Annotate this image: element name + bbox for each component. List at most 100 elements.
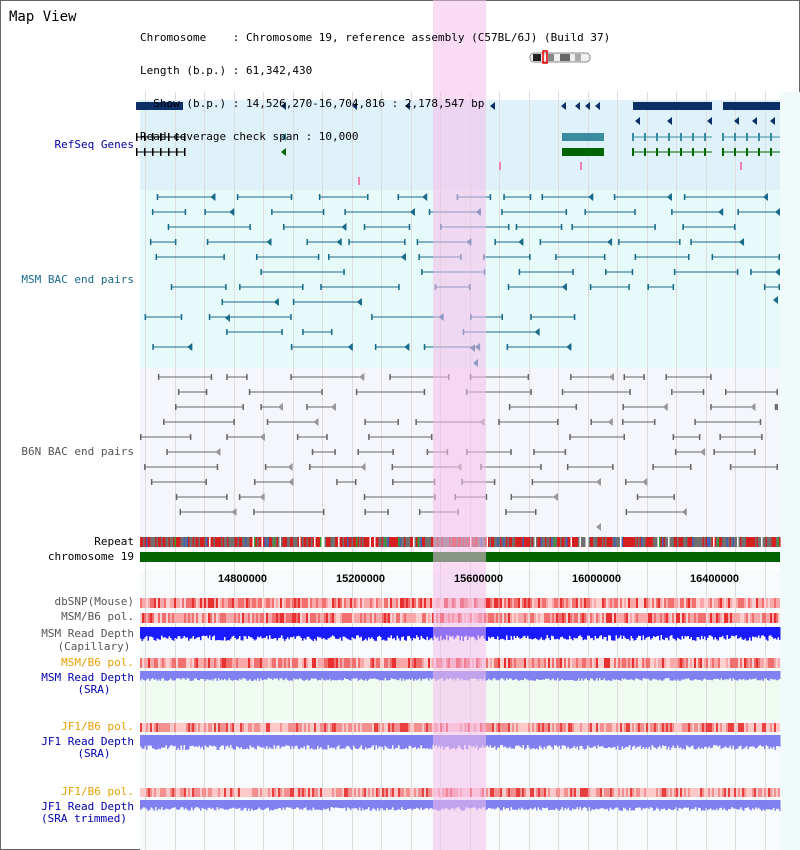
msm-pol2-cell	[750, 658, 752, 668]
jf1-depth-bar	[372, 735, 374, 746]
repeat-element	[576, 537, 578, 547]
msm-pol2-cell	[194, 658, 196, 668]
msm-read-depth-sra-label[interactable]: MSM Read Depth	[41, 671, 134, 684]
msm-depth-cap-bar	[675, 627, 677, 641]
msm-depth-cap-bar	[180, 627, 182, 639]
dbsnp-cell	[662, 598, 664, 608]
msm-pol2-cell	[744, 658, 746, 668]
msm-depth-sra-bar	[644, 671, 646, 679]
jf1-depth-trim-bar	[182, 800, 184, 808]
jf1-depth-bar	[735, 735, 737, 749]
msm-depth-cap-bar	[147, 627, 149, 641]
bac-end	[170, 284, 173, 290]
grid-line	[322, 92, 323, 850]
bac-end	[688, 254, 690, 260]
dbsnp-cell	[600, 598, 602, 608]
jf1-pol-cell	[588, 723, 590, 732]
b6n-bac-label[interactable]: B6N BAC end pairs	[21, 445, 134, 458]
jf1-pol2-cell	[522, 788, 524, 797]
msm-pol-cell	[740, 613, 742, 623]
msm-depth-sra-bar	[779, 671, 781, 680]
dbsnp-label[interactable]: dbSNP(Mouse)	[54, 595, 134, 608]
jf1-depth-bar	[210, 735, 212, 746]
dbsnp-cell	[232, 598, 234, 608]
dbsnp-cell	[218, 598, 220, 608]
jf1-pol-cell	[198, 723, 200, 732]
msm-depth-cap-bar	[357, 627, 359, 636]
jf1-pol2-cell	[362, 788, 364, 797]
msm-depth-sra-bar	[599, 671, 601, 679]
bac-end	[423, 344, 426, 350]
bac-end	[140, 434, 142, 440]
refseq-genes-label[interactable]: RefSeq Genes	[54, 138, 134, 151]
msm-pol-cell	[252, 613, 254, 623]
msm-pol-cell	[376, 613, 378, 623]
bac-end	[271, 209, 273, 215]
msm-depth-sra-bar	[315, 671, 317, 679]
dbsnp-cell	[190, 598, 192, 608]
msm-pol2-cell	[162, 658, 164, 668]
msm-depth-cap-bar	[572, 627, 574, 641]
jf1-b6-pol2-label[interactable]: JF1/B6 pol.	[61, 785, 134, 798]
jf1-depth-bar	[168, 735, 170, 748]
selection-highlight[interactable]	[433, 0, 486, 850]
jf1-pol2-cell	[154, 788, 156, 797]
jf1-depth-bar	[206, 735, 208, 747]
msm-pol2-cell	[348, 658, 350, 668]
jf1-pol-cell	[176, 723, 178, 732]
msm-pol2-cell	[410, 658, 412, 668]
msm-depth-sra-bar	[284, 671, 286, 680]
jf1-pol-cell	[166, 723, 168, 732]
repeat-element	[569, 537, 571, 547]
bac-end	[776, 389, 778, 395]
repeat-element	[654, 537, 656, 547]
jf1-pol2-cell	[402, 788, 404, 797]
msm-pol-cell	[718, 613, 720, 623]
bac-end	[226, 374, 228, 380]
jf1-read-depth-label[interactable]: JF1 Read Depth	[41, 735, 134, 748]
jf1-depth-bar	[231, 735, 233, 749]
repeat-element	[423, 537, 425, 547]
msm-bac-label[interactable]: MSM BAC end pairs	[21, 273, 134, 286]
msm-pol-cell	[536, 613, 538, 623]
bac-end	[665, 374, 667, 380]
jf1-pol-cell	[508, 723, 510, 732]
msm-depth-sra-bar	[332, 671, 334, 680]
msm-depth-sra-bar	[410, 671, 412, 681]
dbsnp-cell	[568, 598, 570, 608]
bac-end	[612, 464, 614, 470]
jf1-depth-bar	[540, 735, 542, 748]
jf1-depth-trim-bar	[410, 800, 412, 809]
msm-pol-cell	[338, 613, 340, 623]
jf1-depth-bar	[425, 735, 427, 749]
jf1-depth-trim-bar	[230, 800, 232, 809]
msm-pol2-cell	[338, 658, 340, 668]
repeat-element	[300, 537, 302, 547]
msm-depth-cap-bar	[735, 627, 737, 636]
jf1-pol2-cell	[690, 788, 692, 797]
jf1-read-depth-trim-label[interactable]: JF1 Read Depth	[41, 800, 134, 813]
msm-read-depth-cap-label[interactable]: MSM Read Depth	[41, 627, 134, 640]
repeat-element	[605, 537, 607, 547]
repeat-label[interactable]: Repeat	[94, 535, 134, 548]
msm-depth-cap-bar	[243, 627, 245, 637]
jf1-pol-cell	[378, 723, 380, 732]
msm-b6-pol-label[interactable]: MSM/B6 pol.	[61, 610, 134, 623]
jf1-depth-trim-bar	[552, 800, 554, 810]
jf1-depth-trim-bar	[323, 800, 325, 809]
msm-pol2-cell	[610, 658, 612, 668]
msm-depth-cap-bar	[743, 627, 745, 641]
repeat-element	[170, 537, 172, 547]
jf1-pol-cell	[634, 723, 636, 732]
jf1-depth-trim-bar	[503, 800, 505, 808]
jf1-b6-pol-label[interactable]: JF1/B6 pol.	[61, 720, 134, 733]
msm-depth-sra-bar	[746, 671, 748, 680]
jf1-pol2-cell	[306, 788, 308, 797]
msm-pol2-cell	[588, 658, 590, 668]
jf1-depth-bar	[719, 735, 721, 746]
msm-depth-sra-bar	[369, 671, 371, 679]
msm-b6-pol2-label[interactable]: MSM/B6 pol.	[61, 656, 134, 669]
jf1-depth-bar	[252, 735, 254, 748]
jf1-depth-trim-bar	[374, 800, 376, 810]
dbsnp-cell	[562, 598, 564, 608]
